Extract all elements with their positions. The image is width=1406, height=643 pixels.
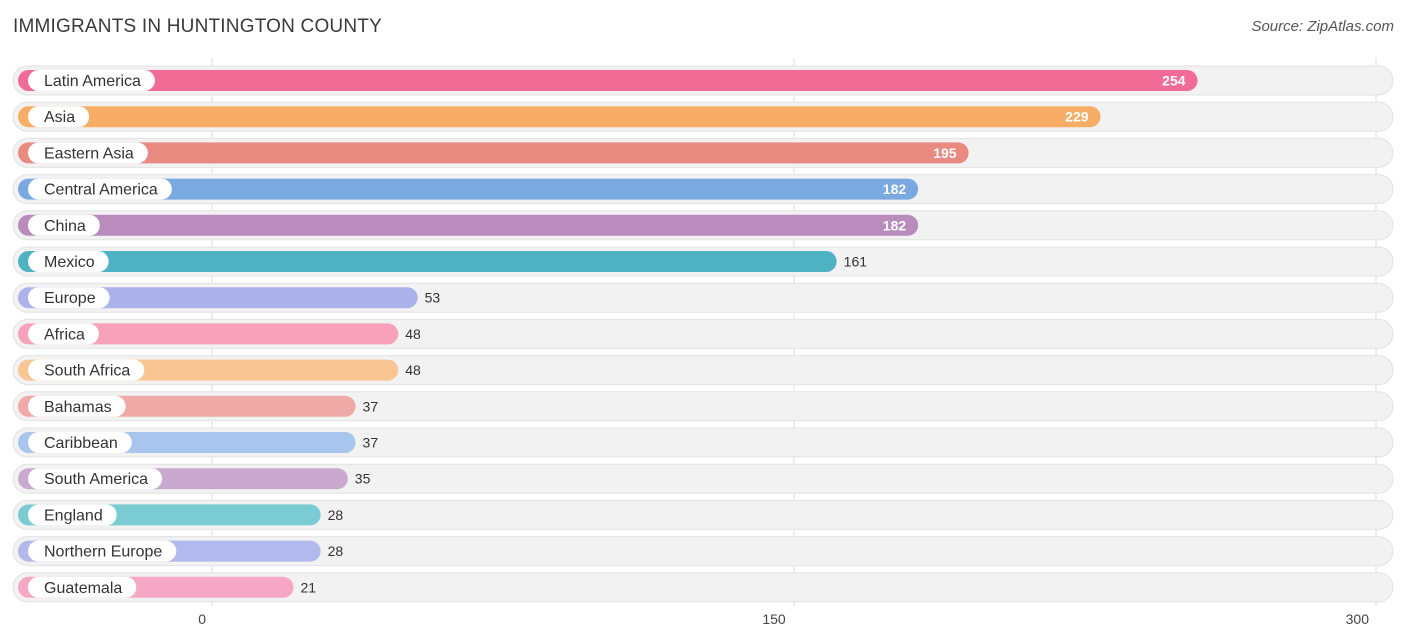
category-label-background — [28, 395, 126, 417]
category-label: England — [44, 507, 103, 524]
category-label-background — [28, 504, 117, 526]
bar-row: Asia 229 — [12, 101, 1394, 132]
value-label: 21 — [300, 579, 316, 595]
row-background — [12, 391, 1394, 422]
category-label: Latin America — [44, 73, 141, 90]
value-label: 161 — [844, 254, 868, 270]
category-label-background — [28, 323, 99, 345]
bar — [18, 323, 399, 345]
category-label-background — [28, 540, 177, 562]
row-background — [12, 463, 1394, 494]
bar-row: Bahamas 37 — [12, 391, 1394, 422]
value-label: 195 — [933, 145, 957, 161]
bar — [18, 251, 837, 272]
category-label: China — [44, 218, 86, 235]
category-label-background — [28, 251, 109, 272]
category-label-background — [28, 214, 100, 236]
bar-row: Europe 53 — [12, 282, 1394, 313]
value-label: 37 — [363, 435, 379, 451]
bar — [18, 106, 1101, 128]
category-label-background — [28, 468, 163, 490]
bar-row: Africa 48 — [12, 318, 1394, 349]
value-label: 182 — [883, 217, 907, 233]
tick-label: 0 — [198, 611, 206, 627]
category-label: Bahamas — [44, 399, 112, 416]
bar — [18, 287, 418, 309]
row-background — [12, 427, 1394, 458]
bar-row: Central America 182 — [12, 174, 1394, 205]
tick-label: 150 — [762, 611, 786, 627]
category-label-background — [28, 576, 137, 598]
bar — [18, 70, 1198, 91]
bar-row: Northern Europe 28 — [12, 536, 1394, 567]
row-background — [12, 499, 1394, 530]
category-label-background — [28, 287, 110, 309]
value-label: 48 — [405, 326, 421, 342]
value-label: 182 — [883, 181, 907, 197]
bar — [18, 214, 919, 236]
row-background — [12, 536, 1394, 567]
value-label: 28 — [328, 507, 344, 523]
category-label-background — [28, 359, 145, 381]
bar — [18, 178, 919, 200]
chart-title: IMMIGRANTS IN HUNTINGTON COUNTY — [13, 16, 382, 37]
category-label: South Africa — [44, 363, 130, 380]
bar-row: Caribbean 37 — [12, 427, 1394, 458]
value-label: 37 — [363, 398, 379, 414]
bar-row: Mexico 161 — [12, 246, 1394, 277]
category-label: Mexico — [44, 254, 95, 271]
bar-row: China 182 — [12, 210, 1394, 241]
value-label: 254 — [1162, 73, 1186, 89]
value-label: 28 — [328, 543, 344, 559]
row-background — [12, 572, 1394, 603]
category-label: Africa — [44, 326, 85, 343]
bar-row: England 28 — [12, 499, 1394, 530]
category-label: Asia — [44, 109, 75, 126]
category-label: Central America — [44, 182, 158, 199]
chart-source: Source: ZipAtlas.com — [1251, 18, 1394, 35]
category-label-background — [28, 70, 155, 91]
category-label: Caribbean — [44, 435, 118, 452]
category-label-background — [28, 142, 148, 164]
category-label: South America — [44, 471, 148, 488]
bar-row: Eastern Asia 195 — [12, 137, 1394, 168]
category-label: Eastern Asia — [44, 145, 134, 162]
category-label-background — [28, 432, 132, 453]
bar-row: Guatemala 21 — [12, 572, 1394, 603]
category-label: Europe — [44, 290, 96, 307]
category-label-background — [28, 106, 90, 128]
value-label: 48 — [405, 362, 421, 378]
category-label-background — [28, 178, 172, 200]
bar-row: South America 35 — [12, 463, 1394, 494]
bar-row: South Africa 48 — [12, 355, 1394, 386]
category-label: Guatemala — [44, 580, 122, 597]
value-label: 229 — [1065, 109, 1089, 125]
bar-row: Latin America 254 — [12, 65, 1394, 96]
value-label: 35 — [355, 471, 371, 487]
tick-label: 300 — [1346, 611, 1370, 627]
value-label: 53 — [425, 290, 441, 306]
category-label: Northern Europe — [44, 544, 162, 561]
bar — [18, 142, 969, 164]
